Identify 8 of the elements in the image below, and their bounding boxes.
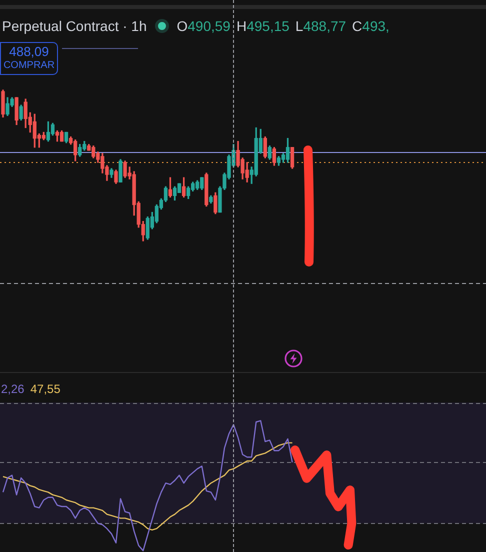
buy-button[interactable]: 488,09 COMPRAR	[0, 42, 58, 75]
text: O490,59	[176, 18, 230, 34]
text: H495,15	[236, 18, 290, 34]
text: C493,	[352, 18, 390, 34]
chart-title: Perpetual Contract · 1h	[2, 18, 147, 34]
text: 47,55	[30, 382, 60, 396]
text: L488,77	[295, 18, 346, 34]
text: 2,26	[1, 382, 24, 396]
